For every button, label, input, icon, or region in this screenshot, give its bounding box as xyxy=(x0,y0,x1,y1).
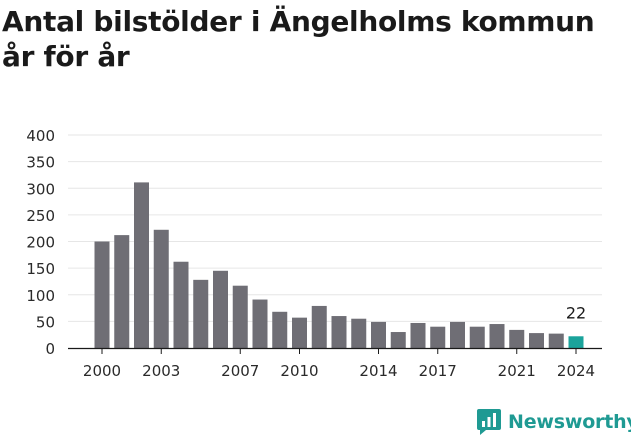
bar-2015 xyxy=(390,332,406,348)
y-axis: 0 50 100 150 200 250 300 350 400 xyxy=(26,127,55,358)
y-tick-label: 50 xyxy=(36,313,55,331)
bar-2022 xyxy=(529,333,544,348)
bar-2023 xyxy=(548,333,564,348)
highlight-value-label: 22 xyxy=(566,303,586,322)
bar-2018 xyxy=(450,321,465,348)
bar-2017 xyxy=(430,326,446,348)
y-tick-label: 250 xyxy=(26,207,55,225)
bar-2019 xyxy=(469,326,485,348)
y-tick-label: 350 xyxy=(26,154,55,172)
grid-lines xyxy=(68,134,602,322)
bars xyxy=(94,182,584,348)
x-tick-label: 2010 xyxy=(280,362,318,380)
x-tick-label: 2017 xyxy=(419,362,457,380)
bar-2003 xyxy=(153,229,169,348)
bar-2005 xyxy=(193,279,209,348)
x-tick-label: 2007 xyxy=(221,362,259,380)
y-tick-label: 300 xyxy=(26,180,55,198)
bar-2010 xyxy=(292,317,307,348)
y-tick-label: 400 xyxy=(26,127,55,145)
y-tick-label: 100 xyxy=(26,287,55,305)
x-tick-label: 2003 xyxy=(142,362,180,380)
bar-2013 xyxy=(351,318,367,348)
x-axis: 2000 2003 2007 2010 2014 2017 2021 2024 xyxy=(68,347,602,380)
brand-name: Newsworthy xyxy=(508,411,631,433)
newsworthy-logo[interactable]: Newsworthy xyxy=(476,408,631,436)
chart-title: Antal bilstölder i Ängelholms kommun år … xyxy=(2,5,595,73)
bar-2016 xyxy=(410,322,426,348)
y-tick-label: 200 xyxy=(26,234,55,252)
bar-2006 xyxy=(213,270,228,348)
y-tick-label: 150 xyxy=(26,260,55,278)
y-tick-label: 0 xyxy=(45,340,55,358)
newsworthy-logo-icon xyxy=(477,409,501,435)
bar-2001 xyxy=(114,235,130,348)
bar-2012 xyxy=(331,316,347,348)
bar-2024 xyxy=(568,336,584,348)
x-tick-label: 2014 xyxy=(359,362,397,380)
bar-2011 xyxy=(311,305,327,348)
bar-2020 xyxy=(489,324,505,348)
annotations: 22 xyxy=(566,303,586,322)
x-tick-label: 2021 xyxy=(498,362,536,380)
bar-2002 xyxy=(134,182,149,348)
bar-2007 xyxy=(232,285,248,348)
bar-2000 xyxy=(94,241,110,348)
x-tick-label: 2000 xyxy=(83,362,121,380)
bar-2014 xyxy=(371,321,386,348)
bar-2004 xyxy=(173,261,189,348)
bar-2009 xyxy=(272,311,288,348)
x-tick-label: 2024 xyxy=(557,362,595,380)
bar-2021 xyxy=(509,329,525,348)
bar-2008 xyxy=(252,299,268,348)
